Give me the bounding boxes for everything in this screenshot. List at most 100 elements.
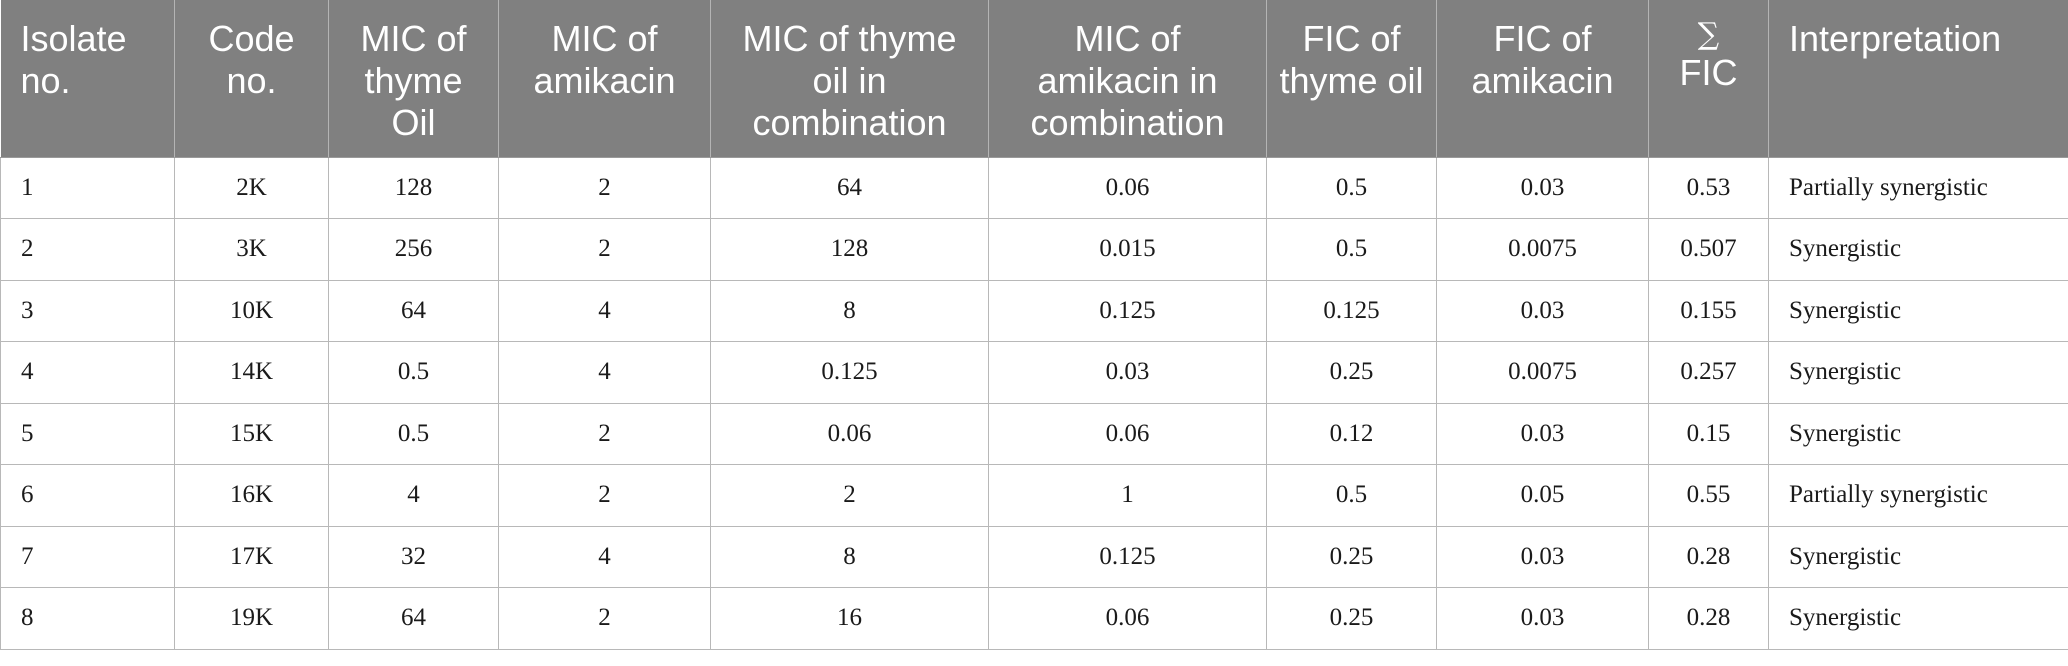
cell-interpretation: Partially synergistic: [1768, 157, 2068, 219]
cell-code-no: 2K: [174, 157, 329, 219]
cell-mic-amikacin: 4: [498, 341, 711, 404]
cell-mic-amikacin: 2: [498, 464, 711, 527]
cell-interpretation: Synergistic: [1768, 403, 2068, 465]
table-row: 4 14K 0.5 4 0.125 0.03 0.25 0.0075 0.257 Synergis…: [0, 341, 2068, 404]
cell-sum-fic: 0.53: [1648, 157, 1769, 219]
table-row: 6 16K 4 2 2 1 0.5 0.05 0.55 Partially synergistic: [0, 464, 2068, 527]
cell-sum-fic: 0.55: [1648, 464, 1769, 527]
cell-mic-thyme-oil-combination: 64: [710, 157, 989, 219]
cell-fic-amikacin: 0.03: [1436, 280, 1649, 342]
cell-mic-amikacin-combination: 0.06: [988, 157, 1267, 219]
cell-fic-thyme-oil: 0.25: [1266, 526, 1437, 588]
header-mic-amikacin: MIC of amikacin: [498, 0, 711, 158]
cell-fic-thyme-oil: 0.5: [1266, 157, 1437, 219]
cell-code-no: 15K: [174, 403, 329, 465]
cell-mic-amikacin: 4: [498, 526, 711, 588]
cell-isolate-no: 1: [0, 157, 175, 219]
table-body: 1 2K 128 2 64 0.06 0.5 0.03 0.53 Partially synerg…: [0, 157, 2068, 650]
cell-sum-fic: 0.257: [1648, 341, 1769, 404]
cell-sum-fic: 0.507: [1648, 218, 1769, 281]
cell-isolate-no: 2: [0, 218, 175, 281]
cell-mic-thyme-oil-combination: 8: [710, 280, 989, 342]
table-header: Isolate no. Code no. MIC of thyme Oil MI…: [0, 0, 2068, 158]
cell-code-no: 16K: [174, 464, 329, 527]
cell-mic-thyme-oil: 4: [328, 464, 499, 527]
cell-interpretation: Synergistic: [1768, 280, 2068, 342]
cell-fic-amikacin: 0.03: [1436, 403, 1649, 465]
cell-isolate-no: 4: [0, 341, 175, 404]
cell-sum-fic: 0.28: [1648, 526, 1769, 588]
results-table: Isolate no. Code no. MIC of thyme Oil MI…: [0, 0, 2068, 650]
cell-interpretation: Partially synergistic: [1768, 464, 2068, 527]
cell-mic-thyme-oil-combination: 16: [710, 587, 989, 650]
cell-mic-amikacin-combination: 0.125: [988, 526, 1267, 588]
header-fic-thyme-oil: FIC of thyme oil: [1266, 0, 1437, 158]
cell-fic-amikacin: 0.03: [1436, 526, 1649, 588]
header-mic-amikacin-combination: MIC of amikacin in combination: [988, 0, 1267, 158]
cell-fic-amikacin: 0.03: [1436, 157, 1649, 219]
cell-mic-thyme-oil: 256: [328, 218, 499, 281]
cell-isolate-no: 3: [0, 280, 175, 342]
table-row: 2 3K 256 2 128 0.015 0.5 0.0075 0.507 Synergistic: [0, 218, 2068, 281]
cell-interpretation: Synergistic: [1768, 341, 2068, 404]
cell-sum-fic: 0.155: [1648, 280, 1769, 342]
cell-mic-thyme-oil-combination: 128: [710, 218, 989, 281]
cell-fic-amikacin: 0.0075: [1436, 341, 1649, 404]
cell-mic-amikacin-combination: 0.03: [988, 341, 1267, 404]
cell-mic-amikacin-combination: 0.06: [988, 403, 1267, 465]
cell-mic-amikacin-combination: 0.06: [988, 587, 1267, 650]
cell-fic-thyme-oil: 0.125: [1266, 280, 1437, 342]
cell-isolate-no: 8: [0, 587, 175, 650]
cell-fic-thyme-oil: 0.5: [1266, 464, 1437, 527]
cell-fic-thyme-oil: 0.25: [1266, 587, 1437, 650]
cell-fic-amikacin: 0.0075: [1436, 218, 1649, 281]
cell-mic-thyme-oil-combination: 8: [710, 526, 989, 588]
cell-mic-thyme-oil: 64: [328, 280, 499, 342]
table-row: 1 2K 128 2 64 0.06 0.5 0.03 0.53 Partially synerg…: [0, 157, 2068, 219]
cell-fic-thyme-oil: 0.12: [1266, 403, 1437, 465]
table-row: 8 19K 64 2 16 0.06 0.25 0.03 0.28 Synergistic: [0, 587, 2068, 650]
header-code-no: Code no.: [174, 0, 329, 158]
cell-fic-thyme-oil: 0.5: [1266, 218, 1437, 281]
cell-mic-amikacin-combination: 1: [988, 464, 1267, 527]
cell-sum-fic: 0.15: [1648, 403, 1769, 465]
cell-code-no: 3K: [174, 218, 329, 281]
cell-fic-amikacin: 0.05: [1436, 464, 1649, 527]
cell-mic-amikacin: 2: [498, 403, 711, 465]
cell-mic-amikacin-combination: 0.015: [988, 218, 1267, 281]
table-row: 3 10K 64 4 8 0.125 0.125 0.03 0.155 Synergistic: [0, 280, 2068, 342]
cell-mic-amikacin: 2: [498, 587, 711, 650]
cell-fic-amikacin: 0.03: [1436, 587, 1649, 650]
sigma-symbol: ∑: [1697, 17, 1720, 52]
header-fic-amikacin: FIC of amikacin: [1436, 0, 1649, 158]
cell-mic-amikacin: 2: [498, 218, 711, 281]
cell-mic-amikacin: 4: [498, 280, 711, 342]
header-mic-thyme-oil: MIC of thyme Oil: [328, 0, 499, 158]
header-row: Isolate no. Code no. MIC of thyme Oil MI…: [0, 0, 2068, 158]
cell-isolate-no: 6: [0, 464, 175, 527]
cell-mic-thyme-oil: 128: [328, 157, 499, 219]
cell-mic-thyme-oil: 0.5: [328, 403, 499, 465]
cell-interpretation: Synergistic: [1768, 526, 2068, 588]
header-isolate-no: Isolate no.: [0, 0, 175, 158]
cell-isolate-no: 5: [0, 403, 175, 465]
cell-mic-thyme-oil: 64: [328, 587, 499, 650]
cell-fic-thyme-oil: 0.25: [1266, 341, 1437, 404]
cell-isolate-no: 7: [0, 526, 175, 588]
cell-interpretation: Synergistic: [1768, 587, 2068, 650]
cell-mic-thyme-oil-combination: 0.125: [710, 341, 989, 404]
header-sum-fic: ∑ FIC: [1648, 0, 1769, 158]
cell-code-no: 19K: [174, 587, 329, 650]
cell-mic-amikacin-combination: 0.125: [988, 280, 1267, 342]
cell-mic-thyme-oil: 0.5: [328, 341, 499, 404]
cell-sum-fic: 0.28: [1648, 587, 1769, 650]
header-interpretation: Interpretation: [1768, 0, 2068, 158]
cell-mic-thyme-oil: 32: [328, 526, 499, 588]
table-row: 5 15K 0.5 2 0.06 0.06 0.12 0.03 0.15 Synergistic: [0, 403, 2068, 465]
cell-mic-amikacin: 2: [498, 157, 711, 219]
cell-code-no: 10K: [174, 280, 329, 342]
header-sum-fic-label: FIC: [1679, 52, 1738, 93]
cell-mic-thyme-oil-combination: 0.06: [710, 403, 989, 465]
cell-code-no: 14K: [174, 341, 329, 404]
cell-code-no: 17K: [174, 526, 329, 588]
